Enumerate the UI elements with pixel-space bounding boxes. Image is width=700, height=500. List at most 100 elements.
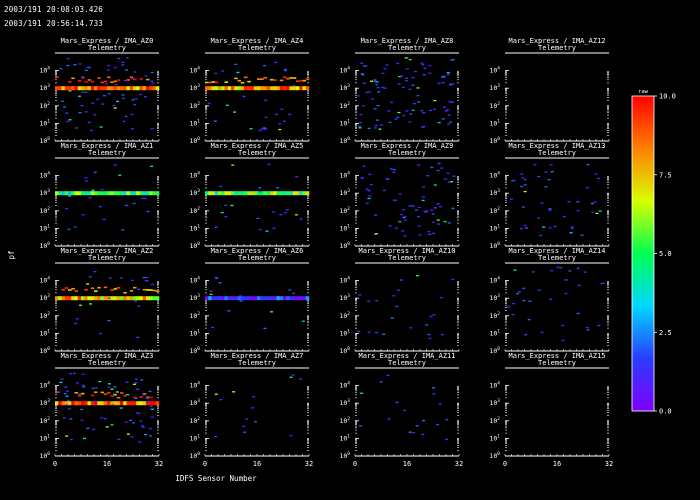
- data-dash: [68, 90, 72, 92]
- data-cell: [110, 401, 114, 406]
- panel-title: Mars_Express / IMA_AZ6: [211, 247, 304, 255]
- data-dash: [113, 393, 117, 396]
- data-dash: [430, 166, 434, 169]
- colorbar-tick-label: 5.0: [659, 250, 672, 258]
- data-dash: [422, 419, 426, 422]
- data-dash: [594, 173, 598, 175]
- data-dash: [359, 121, 363, 124]
- data-dash: [509, 198, 513, 200]
- data-dash: [209, 290, 213, 292]
- data-dash: [231, 164, 235, 166]
- data-dash: [567, 201, 571, 203]
- data-dash: [428, 233, 432, 235]
- data-dash: [387, 110, 391, 112]
- data-dash: [421, 433, 425, 436]
- data-cell: [149, 296, 153, 301]
- data-cell: [113, 296, 118, 301]
- data-cell: [123, 394, 127, 397]
- x-tick-label: 0: [353, 460, 357, 468]
- data-cell: [299, 86, 303, 91]
- data-cell: [64, 86, 69, 91]
- data-dash: [209, 293, 213, 295]
- data-dash: [446, 72, 450, 74]
- data-dash: [289, 434, 293, 437]
- data-dash: [382, 333, 386, 336]
- data-dash: [421, 199, 425, 202]
- data-cell: [116, 79, 121, 81]
- x-tick-label: 32: [155, 460, 163, 468]
- data-dash: [550, 171, 554, 173]
- data-cell: [146, 191, 150, 196]
- data-dash: [224, 204, 228, 206]
- data-cell: [120, 392, 124, 394]
- data-cell: [221, 296, 225, 301]
- y-tick-label: 104: [489, 66, 500, 75]
- data-dash: [90, 129, 94, 132]
- y-tick-label: 102: [189, 416, 200, 425]
- data-cell: [283, 76, 287, 79]
- y-tick-label: 101: [39, 328, 50, 337]
- data-dash: [449, 181, 453, 183]
- data-dash: [219, 185, 223, 188]
- data-cell: [71, 77, 75, 80]
- data-dash: [400, 213, 404, 216]
- data-dash: [392, 295, 396, 297]
- y-tick-label: 104: [39, 171, 50, 180]
- data-dash: [88, 66, 92, 69]
- data-cell: [234, 86, 238, 91]
- data-dash: [148, 390, 152, 393]
- data-cell: [113, 80, 118, 83]
- data-cell: [221, 86, 225, 91]
- data-cell: [283, 191, 287, 196]
- data-cell: [55, 86, 59, 91]
- data-dash: [298, 378, 302, 380]
- data-cell: [100, 86, 105, 91]
- data-dash: [513, 269, 517, 271]
- data-cell: [77, 296, 82, 301]
- data-cell: [253, 86, 258, 91]
- data-cell: [227, 86, 232, 91]
- data-cell: [257, 191, 261, 196]
- data-cell: [107, 76, 111, 79]
- data-dash: [367, 331, 371, 333]
- data-dash: [69, 418, 73, 420]
- y-tick-label: 103: [189, 293, 200, 302]
- panel-subtitle: Telemetry: [388, 149, 426, 157]
- data-dash: [214, 435, 218, 438]
- data-cell: [146, 86, 150, 91]
- y-tick-label: 101: [489, 328, 500, 337]
- data-dash: [242, 431, 246, 433]
- data-dash: [360, 62, 364, 65]
- data-cell: [227, 296, 232, 301]
- y-tick-label: 103: [39, 188, 50, 197]
- data-cell: [97, 86, 101, 91]
- data-dash: [88, 197, 92, 199]
- data-dash: [145, 397, 149, 400]
- data-dash: [282, 120, 286, 122]
- data-cell: [142, 288, 147, 291]
- data-cell: [107, 86, 111, 91]
- data-dash: [263, 327, 267, 330]
- data-dash: [396, 116, 400, 118]
- data-dash: [379, 124, 383, 126]
- data-dash: [98, 206, 102, 208]
- y-tick-label: 104: [39, 381, 50, 390]
- data-dash: [252, 395, 256, 398]
- data-dash: [139, 420, 143, 422]
- data-dash: [517, 291, 521, 293]
- data-cell: [152, 296, 157, 301]
- data-dash: [66, 57, 70, 60]
- data-dash: [569, 232, 573, 234]
- data-cell: [214, 86, 219, 91]
- data-cell: [120, 296, 124, 301]
- data-dash: [360, 72, 364, 75]
- data-dash: [125, 69, 129, 71]
- data-dash: [412, 432, 416, 434]
- data-dash: [429, 109, 433, 112]
- data-dash: [214, 276, 218, 279]
- data-dash: [65, 390, 69, 392]
- data-dash: [367, 127, 371, 130]
- data-cell: [64, 401, 69, 406]
